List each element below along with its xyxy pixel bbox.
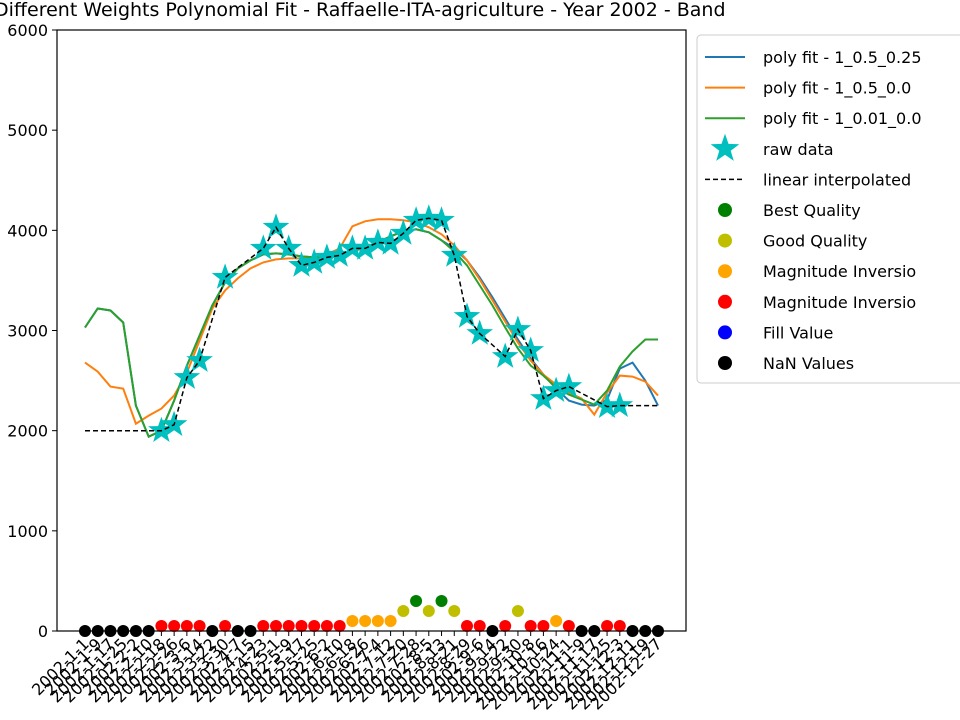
legend-label: Best Quality xyxy=(763,201,861,220)
quality-dot xyxy=(461,619,473,632)
raw-star xyxy=(339,234,366,260)
legend-label: Good Quality xyxy=(763,232,867,251)
y-tick-label: 5000 xyxy=(7,121,48,140)
raw-star xyxy=(428,206,455,232)
quality-dot xyxy=(155,619,168,632)
raw-star xyxy=(313,243,341,269)
raw-star xyxy=(555,372,583,398)
raw-star xyxy=(402,206,430,232)
chart-title: Different Weights Polynomial Fit - Raffa… xyxy=(0,0,726,21)
raw-star xyxy=(288,251,315,277)
raw-star xyxy=(377,229,404,255)
quality-dot xyxy=(397,604,410,617)
legend-label: poly fit - 1_0.5_0.0 xyxy=(763,79,911,99)
raw-star xyxy=(275,234,302,260)
raw-star xyxy=(211,263,239,289)
legend-handle xyxy=(718,294,732,309)
legend-label: Magnitude Inversio xyxy=(763,293,916,312)
quality-dot xyxy=(473,619,486,632)
quality-dot xyxy=(282,619,295,632)
quality-dot xyxy=(524,619,537,632)
quality-dot xyxy=(257,619,270,632)
legend-label: linear interpolated xyxy=(763,170,911,189)
interpolated-line xyxy=(85,217,658,432)
quality-dot xyxy=(448,604,461,617)
legend-label: poly fit - 1_0.01_0.0 xyxy=(763,109,922,129)
raw-star xyxy=(606,391,634,417)
legend-label: Fill Value xyxy=(763,323,833,342)
legend-handle xyxy=(718,203,732,217)
quality-dot xyxy=(193,619,206,632)
y-tick-label: 0 xyxy=(38,622,48,641)
quality-dot xyxy=(384,614,397,627)
quality-dot xyxy=(499,619,512,632)
legend-handle xyxy=(718,356,732,370)
legend-label: Magnitude Inversio xyxy=(763,262,916,281)
quality-dot xyxy=(180,619,193,632)
raw-star xyxy=(326,241,353,267)
legend-handle xyxy=(718,233,732,248)
y-tick-label: 4000 xyxy=(7,221,48,240)
quality-dot xyxy=(562,619,575,632)
quality-dot xyxy=(320,619,333,632)
raw-star xyxy=(390,219,417,245)
quality-dot xyxy=(422,604,435,617)
raw-star xyxy=(593,392,621,418)
legend-label: poly fit - 1_0.5_0.25 xyxy=(763,48,922,68)
quality-dot xyxy=(295,619,308,632)
raw-star xyxy=(364,228,392,254)
raw-star xyxy=(466,319,493,345)
quality-dot xyxy=(308,619,321,632)
quality-dot xyxy=(219,619,232,632)
y-tick-label: 1000 xyxy=(7,522,48,541)
legend-box xyxy=(696,34,960,384)
quality-dot xyxy=(613,619,626,632)
raw-star xyxy=(542,376,570,402)
quality-dot xyxy=(359,614,372,627)
axes-frame xyxy=(56,29,687,632)
quality-dot xyxy=(346,614,359,627)
quality-dot xyxy=(511,604,524,617)
raw-star xyxy=(415,204,443,230)
quality-dot xyxy=(601,619,614,632)
legend-handle xyxy=(718,264,732,279)
y-tick-label: 6000 xyxy=(7,21,48,40)
raw-star xyxy=(300,248,328,274)
legend-handle xyxy=(718,325,732,340)
legend-handle xyxy=(710,133,740,161)
legend-label: NaN Values xyxy=(763,354,854,373)
quality-dot xyxy=(333,619,346,632)
legend-label: raw data xyxy=(763,140,834,159)
quality-dot xyxy=(537,619,550,632)
quality-dot xyxy=(371,614,384,627)
quality-dot xyxy=(410,594,423,607)
y-tick-label: 3000 xyxy=(7,322,48,341)
raw-star xyxy=(351,234,379,260)
raw-star xyxy=(148,416,175,442)
y-tick-label: 2000 xyxy=(7,422,48,441)
quality-dot xyxy=(550,614,563,627)
quality-dot xyxy=(435,594,448,607)
quality-dot xyxy=(270,619,282,632)
raw-star xyxy=(173,363,201,389)
quality-dot xyxy=(168,619,181,632)
